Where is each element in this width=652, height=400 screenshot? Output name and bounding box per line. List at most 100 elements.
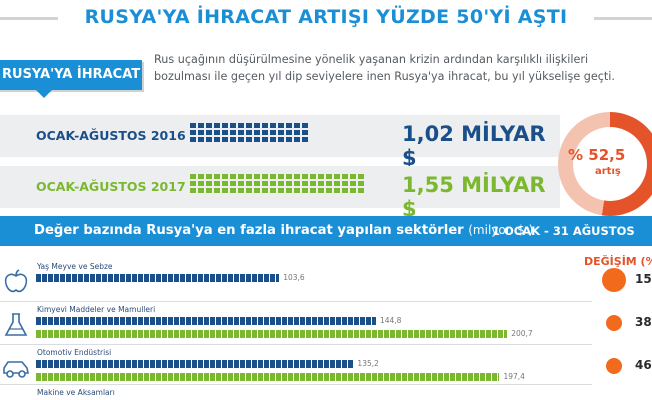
intro-text: Rus uçağının düşürülmesine yönelik yaşan… [154, 53, 615, 83]
value-block [334, 188, 340, 193]
value-block [190, 123, 196, 128]
value-block [238, 188, 244, 193]
value-block [246, 123, 252, 128]
section-ribbon: RUSYA'YA İHRACAT [0, 60, 142, 98]
value-block [350, 174, 356, 179]
sector-bar [36, 274, 280, 282]
sector-bar [36, 317, 376, 325]
title-bar: RUSYA'YA İHRACAT ARTIŞI YÜZDE 50'Yİ AŞTI [0, 0, 652, 40]
apple-icon [4, 269, 28, 293]
value-block [246, 174, 252, 179]
value-block [270, 123, 276, 128]
value-block [270, 188, 276, 193]
value-block [206, 188, 212, 193]
value-block [342, 174, 348, 179]
sectors-date-range: 1 OCAK - 31 AĞUSTOS [492, 224, 635, 238]
value-block [278, 123, 284, 128]
value-block [302, 181, 308, 186]
sector-label: Otomotiv Endüstrisi [37, 348, 112, 357]
value-block [302, 130, 308, 135]
value-block [302, 174, 308, 179]
value-block [262, 137, 268, 142]
value-block [302, 137, 308, 142]
value-block [214, 137, 220, 142]
value-block [222, 130, 228, 135]
sector-bar-value: 144,8 [379, 316, 402, 325]
period-label-2017: OCAK-AĞUSTOS 2017 [36, 179, 186, 194]
value-block [206, 130, 212, 135]
value-block [310, 188, 316, 193]
value-block [214, 130, 220, 135]
value-block [254, 174, 260, 179]
value-block [350, 188, 356, 193]
sector-bar [36, 360, 354, 368]
sector-bar [36, 373, 500, 381]
value-block [230, 188, 236, 193]
sector-bar [36, 330, 508, 338]
car-icon [3, 361, 29, 378]
value-block [190, 137, 196, 142]
change-header: DEĞİŞİM (% [584, 255, 652, 268]
value-block [262, 188, 268, 193]
value-block [198, 123, 204, 128]
row-separator [0, 301, 592, 302]
value-block [246, 130, 252, 135]
value-block [222, 188, 228, 193]
value-block [286, 137, 292, 142]
value-block [326, 181, 332, 186]
value-block [230, 181, 236, 186]
value-block [222, 181, 228, 186]
sectors-title-text: Değer bazında Rusya'ya en fazla ihracat … [34, 223, 464, 238]
value-block [294, 137, 300, 142]
value-block [262, 181, 268, 186]
value-block [198, 130, 204, 135]
value-block [286, 188, 292, 193]
value-block [230, 123, 236, 128]
value-block [278, 130, 284, 135]
value-block [350, 181, 356, 186]
value-block [254, 188, 260, 193]
value-block [318, 174, 324, 179]
sectors-unit: (milyon $ ) [468, 223, 534, 237]
value-block [230, 130, 236, 135]
value-block [294, 123, 300, 128]
value-block [342, 181, 348, 186]
value-block [198, 188, 204, 193]
page-title: RUSYA'YA İHRACAT ARTIŞI YÜZDE 50'Yİ AŞTI [84, 6, 568, 28]
value-block [238, 174, 244, 179]
value-block [334, 181, 340, 186]
total-row-2017: OCAK-AĞUSTOS 2017 1,55 MİLYAR $ [0, 166, 560, 221]
change-value: 150 [635, 272, 652, 286]
value-block [214, 123, 220, 128]
value-block [238, 123, 244, 128]
value-block [238, 181, 244, 186]
value-block [238, 137, 244, 142]
value-block [190, 174, 196, 179]
value-block [206, 174, 212, 179]
sector-label: Kimyevi Maddeler ve Mamulleri [37, 305, 156, 314]
value-block [326, 188, 332, 193]
value-block [278, 174, 284, 179]
block-bar-2016 [190, 123, 310, 142]
title-stripe-right [594, 17, 652, 20]
value-block [214, 188, 220, 193]
sector-bar-value: 200,7 [511, 329, 533, 338]
value-block [342, 188, 348, 193]
value-block [214, 181, 220, 186]
value-block [190, 188, 196, 193]
row-separator [0, 344, 592, 345]
value-block [238, 130, 244, 135]
sector-bar-value: 135,2 [357, 359, 379, 368]
increase-value: % 52,5 [568, 146, 626, 164]
flask-icon [4, 313, 28, 336]
value-block [214, 174, 220, 179]
value-block [270, 137, 276, 142]
change-dot [605, 314, 622, 331]
value-block [262, 130, 268, 135]
value-block [286, 130, 292, 135]
title-stripe-left [0, 17, 58, 20]
value-block [190, 130, 196, 135]
value-block [310, 181, 316, 186]
sector-bar-value: 197,4 [503, 372, 525, 381]
value-block [198, 181, 204, 186]
